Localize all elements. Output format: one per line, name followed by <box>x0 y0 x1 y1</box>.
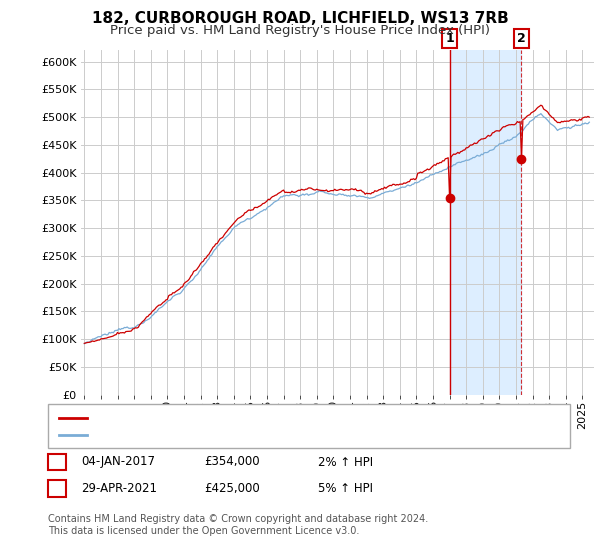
Text: 182, CURBOROUGH ROAD, LICHFIELD, WS13 7RB (detached house): 182, CURBOROUGH ROAD, LICHFIELD, WS13 7R… <box>93 411 491 424</box>
Bar <box>450 50 521 395</box>
Text: HPI: Average price, detached house, Lichfield: HPI: Average price, detached house, Lich… <box>93 428 361 442</box>
Text: 2: 2 <box>517 32 526 45</box>
Text: 5% ↑ HPI: 5% ↑ HPI <box>318 482 373 495</box>
Text: Price paid vs. HM Land Registry's House Price Index (HPI): Price paid vs. HM Land Registry's House … <box>110 24 490 36</box>
Text: 1: 1 <box>445 32 454 45</box>
Text: 2: 2 <box>53 482 61 495</box>
Text: £425,000: £425,000 <box>204 482 260 495</box>
Text: 04-JAN-2017: 04-JAN-2017 <box>81 455 155 469</box>
Text: Contains HM Land Registry data © Crown copyright and database right 2024.
This d: Contains HM Land Registry data © Crown c… <box>48 514 428 536</box>
Text: 1: 1 <box>53 455 61 469</box>
Text: £354,000: £354,000 <box>204 455 260 469</box>
Text: 2% ↑ HPI: 2% ↑ HPI <box>318 455 373 469</box>
Text: 29-APR-2021: 29-APR-2021 <box>81 482 157 495</box>
Text: 182, CURBOROUGH ROAD, LICHFIELD, WS13 7RB: 182, CURBOROUGH ROAD, LICHFIELD, WS13 7R… <box>92 11 508 26</box>
